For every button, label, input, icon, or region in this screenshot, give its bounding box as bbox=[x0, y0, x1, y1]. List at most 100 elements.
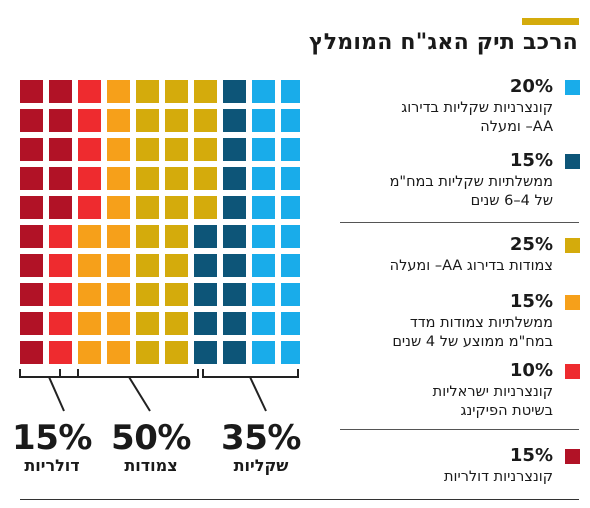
waffle-cell bbox=[165, 341, 188, 364]
waffle-cell bbox=[252, 225, 275, 248]
waffle-cell bbox=[78, 80, 101, 103]
waffle-cell bbox=[223, 167, 246, 190]
legend-swatch bbox=[565, 154, 580, 169]
legend-desc-line: קונצרניות דולריות bbox=[444, 469, 553, 485]
legend-swatch bbox=[565, 364, 580, 379]
waffle-cell bbox=[281, 138, 300, 161]
waffle-cell bbox=[281, 80, 300, 103]
waffle-cell bbox=[20, 80, 43, 103]
group-pct-shekel: 35% bbox=[221, 418, 301, 458]
waffle-cell bbox=[78, 167, 101, 190]
waffle-cell bbox=[252, 312, 275, 335]
waffle-cell bbox=[165, 138, 188, 161]
waffle-cell bbox=[281, 167, 300, 190]
waffle-cell bbox=[107, 196, 130, 219]
waffle-cell bbox=[107, 225, 130, 248]
waffle-cell bbox=[136, 341, 159, 364]
waffle-cell bbox=[223, 254, 246, 277]
waffle-cell bbox=[136, 167, 159, 190]
waffle-cell bbox=[194, 138, 217, 161]
group-label-dollar: דולריות bbox=[24, 456, 80, 475]
legend-desc-line: בשיטת הפיקינג bbox=[460, 403, 553, 419]
legend-swatch bbox=[565, 449, 580, 464]
legend-desc-line: צמודות בדירוג AA– ומעלה bbox=[389, 258, 553, 274]
waffle-cell bbox=[281, 196, 300, 219]
bracket-indexed bbox=[59, 369, 199, 412]
waffle-cell bbox=[252, 109, 275, 132]
waffle-cell bbox=[107, 80, 130, 103]
waffle-cell bbox=[49, 341, 72, 364]
waffle-cell bbox=[107, 254, 130, 277]
waffle-cell bbox=[194, 196, 217, 219]
waffle-cell bbox=[49, 283, 72, 306]
waffle-cell bbox=[107, 138, 130, 161]
waffle-cell bbox=[20, 138, 43, 161]
waffle-cell bbox=[78, 225, 101, 248]
waffle-cell bbox=[194, 109, 217, 132]
legend-desc: ממשלתיות צמודות מדד במח"מ ממוצע של 4 שני… bbox=[392, 314, 553, 352]
legend-desc-line: קונצרניות שקליות בדירוג bbox=[401, 100, 553, 116]
legend-desc-line: ממשלתיות צמודות מדד bbox=[409, 315, 553, 331]
group-label-indexed: צמודות bbox=[124, 456, 178, 475]
waffle-cell bbox=[136, 80, 159, 103]
waffle-cell bbox=[165, 109, 188, 132]
waffle-cell bbox=[281, 312, 300, 335]
waffle-cell bbox=[281, 109, 300, 132]
legend-desc-line: ממשלתיות שקליות במח"מ bbox=[389, 174, 553, 190]
waffle-cell bbox=[49, 138, 72, 161]
waffle-cell bbox=[165, 80, 188, 103]
waffle-cell bbox=[165, 283, 188, 306]
waffle-cell bbox=[223, 225, 246, 248]
waffle-cell bbox=[20, 254, 43, 277]
waffle-cell bbox=[49, 225, 72, 248]
waffle-cell bbox=[49, 254, 72, 277]
waffle-cell bbox=[165, 196, 188, 219]
waffle-cell bbox=[194, 225, 217, 248]
legend-desc-line: קונצרניות ישראליות bbox=[432, 384, 553, 400]
waffle-cell bbox=[252, 196, 275, 219]
bracket-dollar bbox=[19, 369, 79, 412]
waffle-cell bbox=[281, 225, 300, 248]
waffle-cell bbox=[49, 109, 72, 132]
waffle-cell bbox=[20, 341, 43, 364]
waffle-cell bbox=[165, 312, 188, 335]
waffle-cell bbox=[165, 254, 188, 277]
waffle-cell bbox=[165, 167, 188, 190]
waffle-cell bbox=[136, 283, 159, 306]
waffle-cell bbox=[78, 283, 101, 306]
waffle-cell bbox=[252, 254, 275, 277]
waffle-cell bbox=[49, 80, 72, 103]
waffle-cell bbox=[20, 225, 43, 248]
waffle-grid bbox=[20, 80, 300, 364]
legend-desc-line: AA– ומעלה bbox=[480, 119, 553, 135]
legend-desc: קונצרניות דולריות bbox=[444, 468, 553, 487]
waffle-cell bbox=[107, 283, 130, 306]
legend-pct: 15% bbox=[509, 291, 553, 312]
waffle-cell bbox=[223, 283, 246, 306]
waffle-cell bbox=[49, 167, 72, 190]
waffle-cell bbox=[107, 109, 130, 132]
legend-swatch bbox=[565, 238, 580, 253]
legend-divider-dollar bbox=[340, 429, 579, 430]
waffle-cell bbox=[136, 312, 159, 335]
legend-desc-line: של 4–6 שנים bbox=[470, 193, 553, 209]
legend-pct: 10% bbox=[509, 360, 553, 381]
group-pct-dollar: 15% bbox=[12, 418, 92, 458]
waffle-cell bbox=[194, 312, 217, 335]
waffle-cell bbox=[252, 341, 275, 364]
waffle-cell bbox=[49, 312, 72, 335]
waffle-cell bbox=[223, 312, 246, 335]
waffle-cell bbox=[78, 254, 101, 277]
waffle-cell bbox=[252, 283, 275, 306]
waffle-cell bbox=[20, 167, 43, 190]
legend-desc: קונצרניות שקליות בדירוג AA– ומעלה bbox=[401, 99, 553, 137]
legend-desc: ממשלתיות שקליות במח"מ של 4–6 שנים bbox=[390, 173, 553, 211]
waffle-cell bbox=[194, 283, 217, 306]
waffle-cell bbox=[136, 138, 159, 161]
waffle-cell bbox=[223, 80, 246, 103]
waffle-cell bbox=[107, 341, 130, 364]
waffle-cell bbox=[281, 283, 300, 306]
legend-pct: 20% bbox=[509, 76, 553, 97]
legend-pct: 15% bbox=[509, 150, 553, 171]
waffle-cell bbox=[78, 341, 101, 364]
